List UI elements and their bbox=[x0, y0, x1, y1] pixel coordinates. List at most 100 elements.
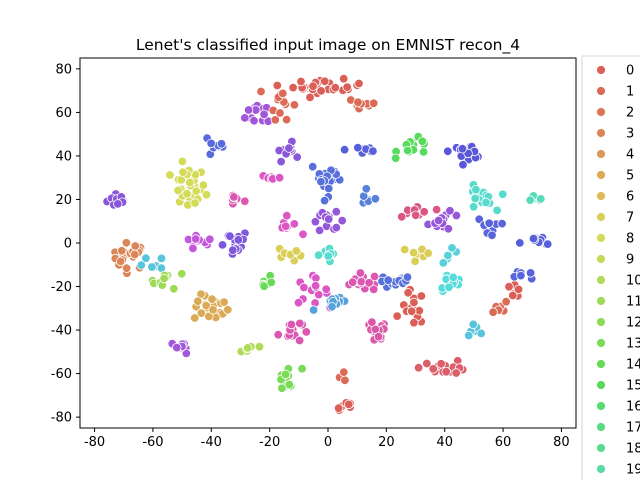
scatter-point bbox=[417, 136, 428, 147]
legend-marker bbox=[596, 212, 606, 222]
scatter-point bbox=[321, 284, 331, 295]
legend-marker bbox=[596, 170, 606, 180]
scatter-point bbox=[273, 330, 283, 340]
scatter-point bbox=[291, 246, 302, 256]
scatter-point bbox=[223, 305, 233, 315]
x-tick-label: -60 bbox=[142, 435, 163, 450]
x-tick-label: 60 bbox=[495, 435, 512, 450]
scatter-point bbox=[413, 363, 424, 373]
scatter-point bbox=[487, 230, 497, 241]
scatter-point bbox=[515, 238, 525, 248]
scatter-point bbox=[189, 313, 200, 323]
scatter-point bbox=[288, 82, 298, 93]
scatter-point bbox=[353, 142, 363, 153]
plot-frame bbox=[79, 57, 577, 429]
scatter-point bbox=[327, 302, 337, 312]
scatter-point bbox=[136, 260, 147, 270]
scatter-point bbox=[156, 253, 167, 264]
scatter-point bbox=[177, 156, 188, 167]
scatter-point bbox=[368, 146, 378, 156]
scatter-point bbox=[525, 195, 535, 205]
scatter-point bbox=[115, 256, 126, 267]
scatter-point bbox=[331, 206, 342, 217]
scatter-point bbox=[339, 73, 349, 84]
scatter-point bbox=[423, 248, 433, 258]
scatter-point bbox=[173, 185, 183, 196]
scatter-point bbox=[383, 275, 393, 285]
scatter-point bbox=[293, 298, 304, 308]
scatter-point bbox=[310, 281, 321, 291]
scatter-point bbox=[433, 215, 444, 226]
scatter-point bbox=[418, 147, 429, 157]
scatter-point bbox=[297, 364, 307, 374]
legend-marker bbox=[596, 422, 606, 432]
scatter-point bbox=[177, 269, 187, 279]
x-tick-label: -20 bbox=[259, 435, 280, 450]
scatter-point bbox=[294, 335, 305, 346]
scatter-point bbox=[130, 241, 141, 251]
scatter-point bbox=[295, 318, 305, 329]
scatter-point bbox=[178, 167, 188, 178]
scatter-point bbox=[308, 81, 318, 91]
legend-marker bbox=[596, 191, 606, 201]
x-tick-label: -80 bbox=[84, 435, 105, 450]
chart-title: Lenet's classified input image on EMNIST… bbox=[136, 36, 520, 55]
scatter-point bbox=[497, 218, 507, 229]
scatter-point bbox=[464, 330, 474, 341]
scatter-point bbox=[159, 273, 169, 284]
scatter-point bbox=[403, 145, 413, 156]
x-tick-label: -40 bbox=[201, 435, 222, 450]
scatter-point bbox=[391, 153, 401, 164]
scatter-point bbox=[508, 290, 518, 301]
scatter-point bbox=[370, 194, 381, 204]
legend-label: 18 bbox=[626, 442, 640, 457]
legend-label: 4 bbox=[626, 148, 634, 163]
scatter-point bbox=[400, 244, 410, 255]
scatter-point bbox=[330, 82, 341, 93]
scatter-point bbox=[314, 225, 325, 236]
scatter-point bbox=[233, 235, 244, 245]
scatter-point bbox=[204, 311, 214, 322]
scatter-point bbox=[340, 375, 350, 386]
scatter-point bbox=[344, 399, 354, 410]
legend-frame bbox=[581, 55, 640, 480]
scatter-point bbox=[342, 82, 352, 92]
legend-marker bbox=[596, 65, 606, 75]
x-tick-label: 80 bbox=[553, 435, 570, 450]
legend-label: 0 bbox=[626, 64, 634, 79]
scatter-point bbox=[270, 115, 281, 125]
scatter-point bbox=[324, 214, 334, 224]
scatter-point bbox=[276, 156, 286, 167]
scatter-point bbox=[190, 198, 200, 208]
scatter-point bbox=[356, 276, 367, 287]
scatter-point bbox=[113, 199, 123, 209]
legend-marker bbox=[596, 254, 606, 264]
scatter-point bbox=[488, 307, 498, 317]
y-tick-label: -60 bbox=[51, 367, 72, 382]
scatter-point bbox=[188, 243, 198, 254]
scatter-point bbox=[451, 210, 462, 221]
scatter-point bbox=[305, 92, 315, 103]
scatter-point bbox=[353, 97, 363, 108]
scatter-point bbox=[130, 249, 140, 260]
scatter-point bbox=[457, 143, 468, 154]
legend-label: 19 bbox=[626, 463, 640, 478]
legend-label: 15 bbox=[626, 379, 640, 394]
scatter-point bbox=[504, 282, 514, 292]
scatter-point bbox=[217, 240, 228, 250]
legend-label: 8 bbox=[626, 232, 634, 247]
scatter-point bbox=[289, 219, 300, 229]
scatter-point bbox=[229, 192, 239, 202]
scatter-point bbox=[448, 272, 459, 283]
y-tick-label: 80 bbox=[55, 62, 72, 77]
scatter-point bbox=[207, 294, 217, 304]
scatter-point bbox=[364, 278, 374, 288]
scatter-point bbox=[240, 113, 250, 123]
legend-marker bbox=[596, 380, 606, 390]
scatter-point bbox=[436, 359, 446, 369]
scatter-point bbox=[410, 256, 420, 267]
y-tick-label: -20 bbox=[51, 280, 72, 295]
scatter-point bbox=[428, 364, 438, 374]
scatter-point bbox=[182, 189, 192, 199]
scatter-point bbox=[228, 245, 238, 255]
